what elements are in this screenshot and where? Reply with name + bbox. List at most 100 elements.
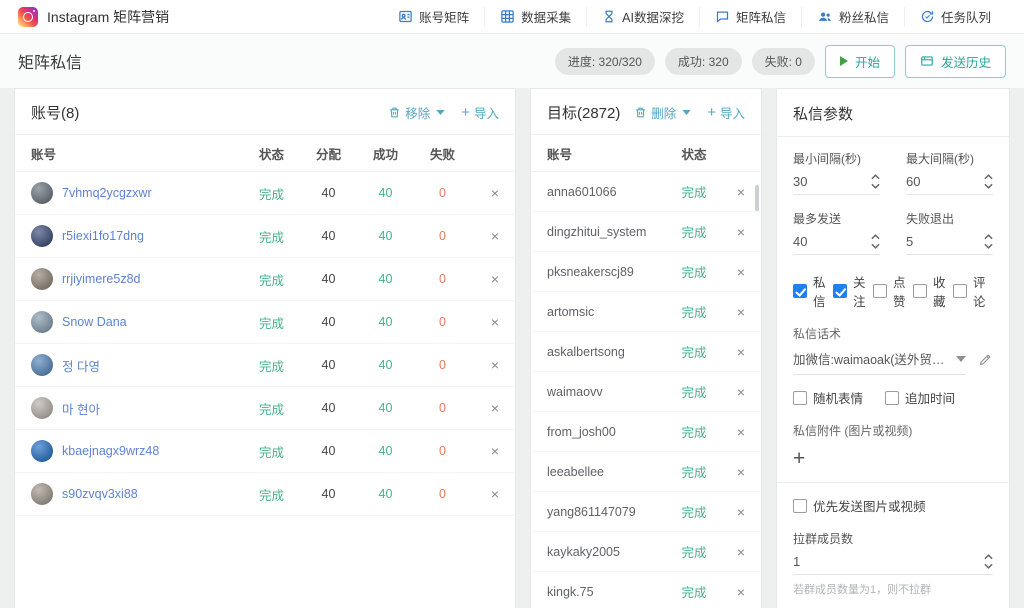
remove-row-button[interactable]: ×	[490, 314, 499, 330]
remove-row-button[interactable]: ×	[490, 228, 499, 244]
targets-import-button[interactable]: + 导入	[707, 103, 745, 122]
checkbox-1[interactable]: 优先发送图片或视频	[793, 496, 926, 515]
success-value: 40	[378, 444, 393, 458]
account-username[interactable]: kbaejnagx9wrz48	[62, 444, 160, 458]
remove-row-button[interactable]: ×	[736, 223, 745, 240]
page-title: 矩阵私信	[18, 55, 83, 72]
remove-row-button[interactable]: ×	[490, 357, 499, 373]
avatar	[31, 311, 53, 333]
remove-row-button[interactable]: ×	[490, 486, 499, 502]
remove-row-button[interactable]: ×	[736, 463, 745, 480]
remove-row-button[interactable]: ×	[736, 183, 745, 200]
send-history-button[interactable]: 发送历史	[904, 44, 1006, 78]
checkbox-label: 评论	[973, 276, 986, 309]
max-interval-stepper[interactable]	[984, 174, 993, 189]
min-interval-input[interactable]: 30	[793, 174, 808, 189]
group-members-stepper[interactable]	[984, 554, 993, 569]
group-members-field: 拉群成员数 1 若群成员数量为1，则不拉群	[793, 530, 993, 597]
remove-row-button[interactable]: ×	[736, 263, 745, 280]
remove-row-button[interactable]: ×	[736, 343, 745, 360]
nav-item-6[interactable]: 任务队列	[903, 6, 1006, 27]
checkbox-unchecked-icon[interactable]	[913, 284, 927, 298]
checkbox-checked-icon[interactable]	[793, 284, 807, 298]
table-row: kbaejnagx9wrz48 完成 40 40 0 ×	[15, 430, 515, 473]
nav-item-3[interactable]: AI数据深挖	[586, 6, 699, 27]
checkbox-1[interactable]: 随机表情	[793, 388, 863, 407]
nav-item-4[interactable]: 矩阵私信	[698, 6, 801, 27]
status-value: 完成	[258, 445, 284, 460]
targets-scrollbar[interactable]	[755, 185, 759, 211]
accounts-import-button[interactable]: + 导入	[461, 103, 499, 122]
checkbox-unchecked-icon[interactable]	[793, 498, 807, 513]
targets-delete-button[interactable]: 删除	[634, 103, 691, 122]
checkbox-checked-icon[interactable]	[833, 284, 847, 298]
accounts-col-header: 账号	[31, 147, 57, 162]
plus-icon: +	[461, 104, 470, 121]
account-username[interactable]: 7vhmq2ycgzxwr	[62, 186, 152, 200]
remove-row-button[interactable]: ×	[736, 583, 745, 600]
remove-row-button[interactable]: ×	[736, 503, 745, 520]
fail-exit-field: 失败退出 5	[906, 210, 993, 255]
remove-row-button[interactable]: ×	[490, 271, 499, 287]
checkbox-5[interactable]: 评论	[953, 272, 993, 310]
dm-script-select[interactable]: 加微信:waimaoak(送外贸数据) TG:@faf...	[793, 344, 966, 375]
remove-row-button[interactable]: ×	[736, 543, 745, 560]
checkbox-unchecked-icon[interactable]	[873, 284, 887, 298]
group-members-input[interactable]: 1	[793, 554, 801, 569]
checkbox-unchecked-icon[interactable]	[953, 284, 967, 298]
account-username[interactable]: 마 현아	[62, 402, 100, 417]
account-username[interactable]: s90zvqv3xi88	[62, 487, 138, 501]
max-send-stepper[interactable]	[871, 234, 880, 249]
remove-row-button[interactable]: ×	[490, 443, 499, 459]
remove-row-button[interactable]: ×	[490, 400, 499, 416]
remove-row-button[interactable]: ×	[736, 303, 745, 320]
accounts-remove-button[interactable]: 移除	[388, 103, 445, 122]
success-value: 40	[378, 272, 393, 286]
account-username[interactable]: r5iexi1fo17dng	[62, 229, 145, 243]
targets-import-label: 导入	[719, 107, 745, 121]
status-pill-3: 失败: 0	[751, 47, 815, 75]
targets-delete-label: 删除	[651, 107, 677, 121]
failed-value: 0	[439, 487, 446, 501]
min-interval-stepper[interactable]	[871, 174, 880, 189]
fail-exit-input[interactable]: 5	[906, 234, 914, 249]
target-username: from_josh00	[547, 424, 616, 439]
failed-value: 0	[439, 401, 446, 415]
nav-item-5[interactable]: 粉丝私信	[800, 6, 904, 27]
accounts-table-header: 账号 状态 分配 成功 失败	[15, 134, 515, 172]
checkbox-4[interactable]: 收藏	[913, 272, 953, 310]
chevron-down-icon[interactable]	[436, 110, 445, 115]
start-button[interactable]: 开始	[824, 44, 895, 78]
checkbox-2[interactable]: 关注	[833, 272, 873, 310]
chevron-down-icon[interactable]	[682, 110, 691, 115]
account-username[interactable]: 정 다영	[62, 359, 100, 374]
nav-item-label: 账号矩阵	[419, 11, 470, 25]
max-send-input[interactable]: 40	[793, 234, 808, 249]
add-attachment-button[interactable]: +	[793, 447, 806, 470]
remove-row-button[interactable]: ×	[490, 185, 499, 201]
checkbox-1[interactable]: 私信	[793, 272, 833, 310]
nav-item-1[interactable]: 账号矩阵	[383, 7, 484, 27]
fail-exit-stepper[interactable]	[984, 234, 993, 249]
fail-exit-label: 失败退出	[906, 212, 955, 226]
status-value: 完成	[681, 426, 707, 440]
remove-row-button[interactable]: ×	[736, 423, 745, 440]
account-username[interactable]: Snow Dana	[62, 315, 127, 329]
success-value: 40	[378, 487, 393, 501]
target-username: artomsic	[547, 304, 595, 319]
table-row: rrjiyimere5z8d 完成 40 40 0 ×	[15, 258, 515, 301]
edit-dm-script-icon[interactable]	[978, 352, 993, 367]
max-interval-input[interactable]: 60	[906, 174, 921, 189]
checkbox-3[interactable]: 点赞	[873, 272, 913, 310]
status-value: 完成	[681, 186, 707, 200]
checkbox-unchecked-icon[interactable]	[885, 390, 900, 405]
checkbox-unchecked-icon[interactable]	[793, 390, 807, 405]
dm-script-value: 加微信:waimaoak(送外贸数据) TG:@faf...	[793, 353, 950, 367]
remove-row-button[interactable]: ×	[736, 383, 745, 400]
avatar	[31, 225, 53, 247]
nav-item-2[interactable]: 数据采集	[484, 6, 586, 27]
checkbox-2[interactable]: 追加时间	[885, 388, 955, 407]
accounts-import-label: 导入	[473, 107, 499, 121]
account-username[interactable]: rrjiyimere5z8d	[62, 272, 141, 286]
list-item: kingk.75 完成 ×	[531, 572, 761, 608]
